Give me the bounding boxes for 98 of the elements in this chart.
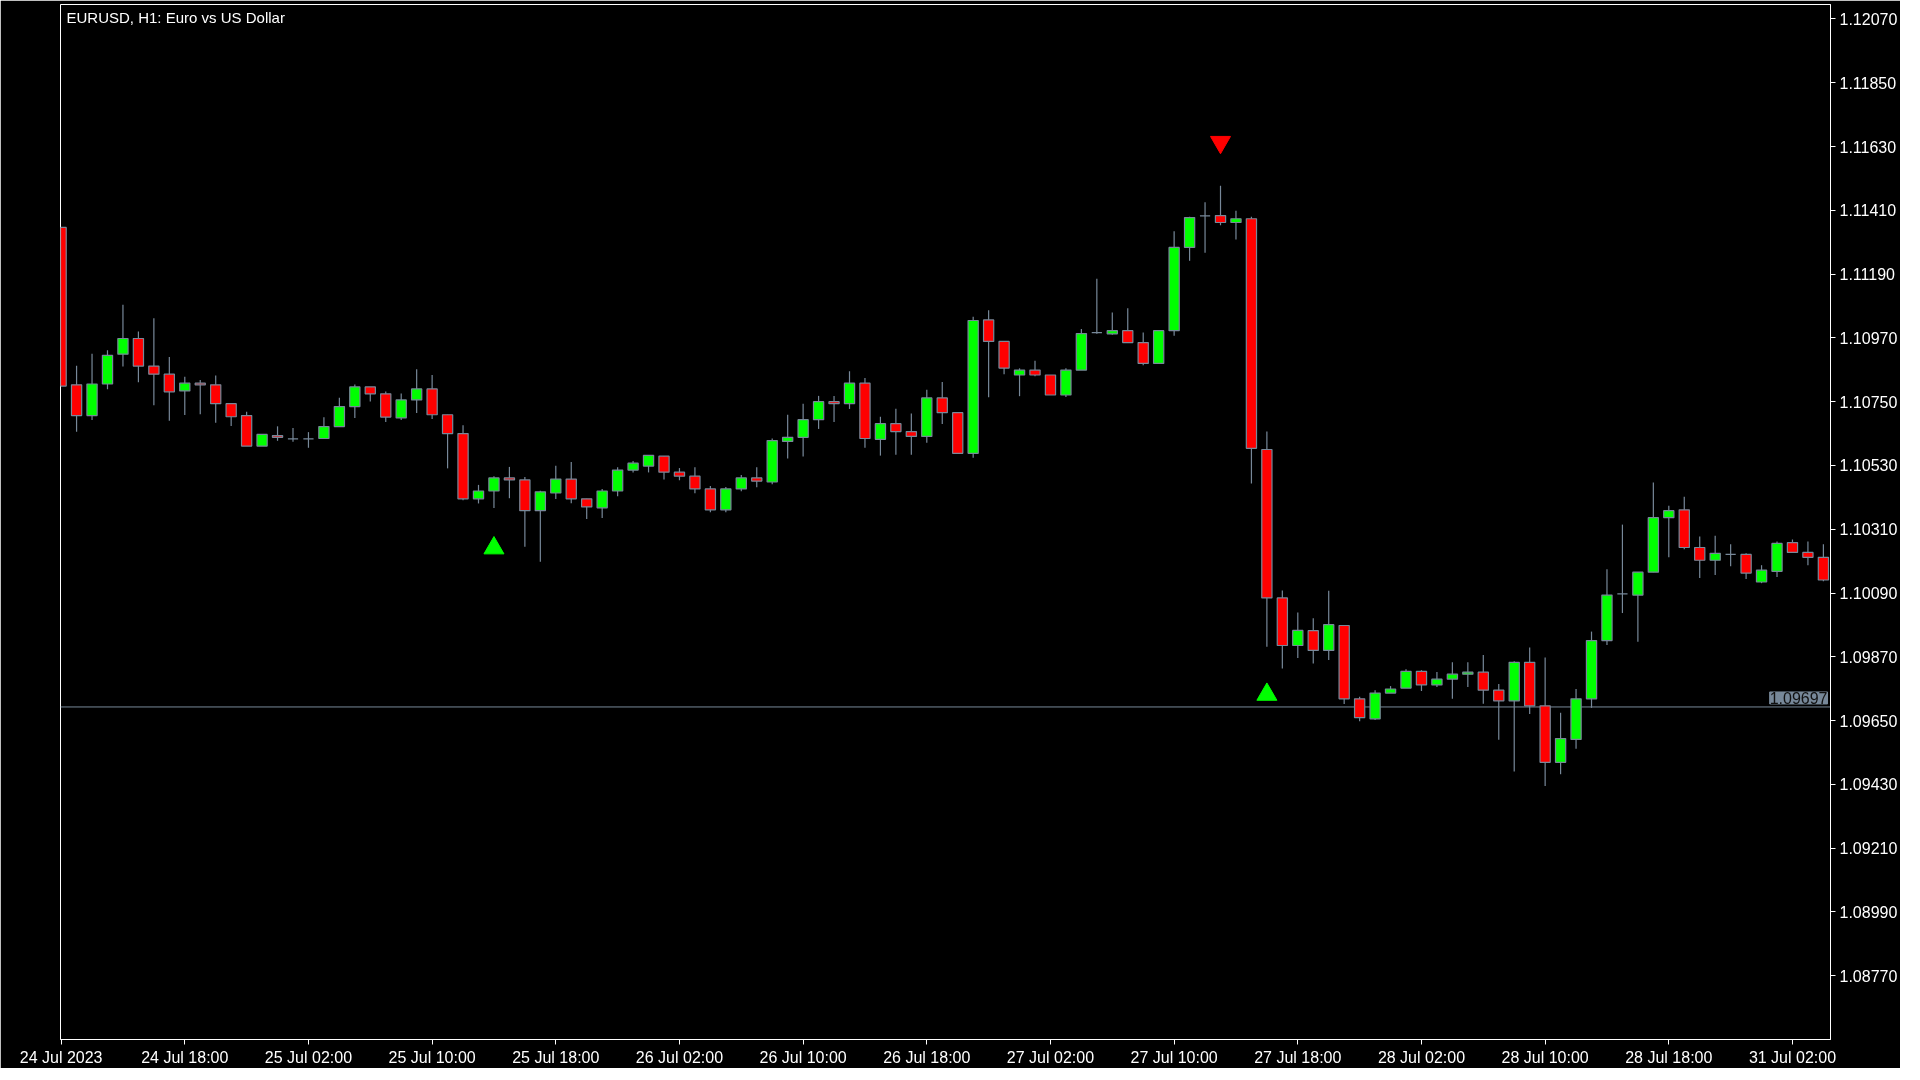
candlestick xyxy=(210,374,222,424)
candlestick xyxy=(1694,535,1706,579)
x-tick-label: 25 Jul 10:00 xyxy=(388,1048,476,1066)
y-tick-label: 1.08770 xyxy=(1839,967,1898,985)
y-tick-label: 1.09870 xyxy=(1839,648,1898,666)
candlestick xyxy=(596,488,608,519)
candlestick xyxy=(1817,543,1830,582)
y-tick-label: 1.11190 xyxy=(1839,266,1896,284)
candlestick xyxy=(349,383,361,419)
y-tick-label: 1.09210 xyxy=(1839,840,1898,858)
x-tick-label: 25 Jul 18:00 xyxy=(512,1048,600,1066)
x-tick-label: 26 Jul 02:00 xyxy=(635,1048,724,1066)
candlestick xyxy=(1632,571,1644,643)
candlestick xyxy=(1091,278,1103,335)
candlestick xyxy=(828,395,840,423)
candlestick xyxy=(905,412,918,456)
candlestick xyxy=(704,485,717,513)
x-tick-label: 27 Jul 02:00 xyxy=(1006,1048,1095,1066)
y-tick-label: 1.11850 xyxy=(1839,74,1897,92)
candlestick xyxy=(1307,617,1319,665)
candlestick xyxy=(1477,654,1489,705)
candlestick xyxy=(982,309,995,398)
candlestick xyxy=(472,484,485,505)
x-tick-label: 26 Jul 18:00 xyxy=(883,1048,971,1066)
candlestick xyxy=(689,466,701,494)
candlestick xyxy=(1137,331,1149,366)
candlestick xyxy=(611,466,624,497)
candlestick xyxy=(936,381,948,425)
candlestick xyxy=(781,414,794,460)
candlestick xyxy=(1554,712,1567,775)
candlestick xyxy=(225,403,237,427)
candlestick xyxy=(1013,367,1026,397)
candlestick xyxy=(1740,552,1752,580)
y-tick-label: 1.10750 xyxy=(1839,393,1898,411)
y-tick-label: 1.10530 xyxy=(1839,457,1898,475)
candlestick xyxy=(1724,543,1737,567)
x-tick-label: 28 Jul 10:00 xyxy=(1501,1048,1589,1066)
x-tick-label: 31 Jul 02:00 xyxy=(1748,1048,1837,1066)
candlestick xyxy=(410,368,423,414)
candlestick xyxy=(812,395,825,430)
candlestick xyxy=(1044,374,1057,396)
candlestick xyxy=(1709,535,1721,576)
y-tick-label: 1.10310 xyxy=(1839,521,1898,539)
y-tick-label: 1.11410 xyxy=(1839,202,1897,220)
candlestick xyxy=(148,317,160,406)
candlestick xyxy=(797,403,809,458)
y-tick-label: 1.11630 xyxy=(1839,138,1897,156)
candlestick xyxy=(395,392,407,421)
candlestick xyxy=(163,356,176,422)
candlestick xyxy=(318,416,330,440)
candlestick xyxy=(441,414,454,469)
candlestick xyxy=(658,455,670,480)
candlestick xyxy=(1663,505,1675,558)
candlestick xyxy=(1400,668,1412,689)
candlestick xyxy=(1230,210,1242,241)
candlestick xyxy=(874,416,887,457)
candlestick xyxy=(287,427,299,443)
y-tick-label: 1.08990 xyxy=(1839,903,1898,921)
candlestick xyxy=(565,461,577,504)
candlestick xyxy=(720,486,732,513)
x-tick-label: 25 Jul 02:00 xyxy=(264,1048,353,1066)
candlestick xyxy=(194,379,206,415)
y-tick-label: 1.10970 xyxy=(1839,329,1898,347)
candlestick xyxy=(751,466,763,488)
x-tick-label: 26 Jul 10:00 xyxy=(759,1048,847,1066)
candlestick xyxy=(1616,524,1629,614)
candlestick xyxy=(380,390,392,423)
candlestick xyxy=(1214,185,1227,226)
y-tick-label: 1.10090 xyxy=(1839,585,1898,603)
candlestick xyxy=(550,465,562,500)
x-tick-label: 27 Jul 18:00 xyxy=(1254,1048,1342,1066)
y-tick-label: 1.09650 xyxy=(1839,712,1898,730)
candlestick xyxy=(890,408,902,456)
ref-line-label: 1.09697 xyxy=(1769,689,1828,707)
candlestick xyxy=(488,475,500,509)
candlestick xyxy=(1106,311,1118,336)
candlestick xyxy=(1446,661,1459,700)
x-tick-label: 28 Jul 18:00 xyxy=(1625,1048,1713,1066)
candlestick xyxy=(843,370,856,410)
x-tick-label: 27 Jul 10:00 xyxy=(1130,1048,1218,1066)
candlestick xyxy=(1415,669,1428,692)
candlestick xyxy=(1802,540,1814,566)
candlestick xyxy=(1292,611,1304,659)
candlestick xyxy=(179,376,191,416)
candlestick xyxy=(333,397,346,428)
y-tick-label: 1.09430 xyxy=(1839,776,1898,794)
candlestick xyxy=(1462,661,1474,688)
candlestick xyxy=(534,490,547,563)
candlestick xyxy=(1199,201,1211,254)
x-tick-label: 28 Jul 02:00 xyxy=(1377,1048,1466,1066)
candlestick xyxy=(1122,307,1134,344)
chart-title: EURUSD, H1: Euro vs US Dollar xyxy=(66,8,285,26)
candlestick xyxy=(117,304,129,368)
x-tick-label: 24 Jul 18:00 xyxy=(141,1048,229,1066)
x-tick-label: 24 Jul 2023 xyxy=(19,1048,103,1066)
candlestick xyxy=(581,498,593,520)
candlestick xyxy=(503,466,516,499)
y-tick-label: 1.12070 xyxy=(1839,11,1898,28)
